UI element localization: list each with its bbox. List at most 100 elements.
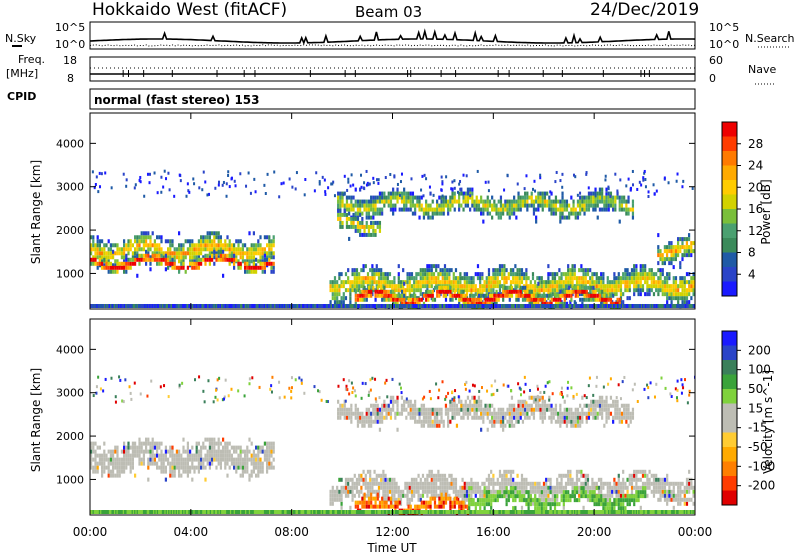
echo-cell: [164, 239, 167, 244]
echo-cell: [364, 276, 367, 281]
echo-cell: [528, 195, 531, 200]
echo-cell: [433, 285, 437, 290]
echo-cell: [162, 251, 165, 256]
echo-cell: [228, 261, 231, 266]
echo-cell: [369, 276, 372, 281]
echo-cell: [222, 247, 225, 252]
echo-cell: [125, 257, 128, 262]
echo-cell: [140, 235, 143, 240]
echo-cell: [239, 449, 242, 454]
echo-cell: [685, 272, 689, 277]
power-echo-cells: [90, 169, 695, 309]
echo-cell: [160, 304, 164, 308]
echo-cell: [261, 255, 264, 260]
echo-cell: [568, 304, 572, 308]
echo-cell: [439, 473, 442, 478]
echo-cell: [607, 199, 610, 204]
echo-cell: [580, 268, 583, 273]
echo-cell: [681, 292, 684, 297]
echo-cell: [493, 423, 496, 428]
echo-cell: [352, 212, 355, 217]
echo-cell: [428, 272, 431, 277]
echo-cell: [270, 255, 273, 260]
echo-cell: [430, 493, 433, 498]
echo-cell: [537, 207, 540, 212]
echo-cell: [382, 469, 385, 474]
echo-cell: [601, 191, 604, 196]
echo-cell: [499, 199, 503, 204]
echo-cell: [644, 280, 647, 285]
echo-cell: [450, 288, 453, 293]
echo-cell: [246, 469, 249, 474]
echo-cell: [625, 199, 628, 204]
echo-cell: [365, 407, 368, 412]
echo-cell: [550, 411, 553, 416]
echo-cell: [584, 304, 587, 308]
echo-cell: [408, 276, 411, 281]
echo-cell: [496, 272, 499, 277]
echo-cell: [228, 449, 231, 454]
echo-cell: [134, 239, 137, 244]
echo-cell: [333, 304, 336, 308]
echo-cell: [138, 457, 141, 462]
echo-cell: [603, 423, 606, 428]
echo-cell: [510, 211, 514, 216]
echo-cell: [454, 477, 458, 482]
echo-cell: [422, 215, 426, 220]
echo-cell: [116, 259, 119, 264]
echo-cell: [386, 276, 389, 281]
echo-cell: [539, 395, 542, 400]
echo-cell: [580, 276, 583, 281]
echo-cell: [411, 411, 415, 416]
echo-cell: [410, 304, 413, 308]
echo-cell: [358, 477, 361, 482]
echo-cell: [519, 289, 522, 294]
echo-cell: [387, 199, 390, 204]
echo-cell: [492, 280, 495, 285]
echo-cell: [471, 191, 474, 196]
echo-cell: [382, 304, 385, 308]
echo-cell: [109, 261, 112, 266]
echo-cell: [670, 296, 673, 301]
echo-cell: [474, 272, 477, 277]
echo-cell: [147, 253, 150, 258]
echo-cell: [408, 481, 411, 486]
echo-cell: [532, 203, 536, 208]
echo-cell: [553, 288, 557, 293]
echo-cell: [200, 457, 203, 462]
echo-cell: [191, 461, 194, 466]
echo-cell: [606, 292, 609, 297]
echo-cell: [466, 407, 470, 412]
echo-cell: [655, 288, 658, 293]
echo-cell: [164, 453, 167, 458]
echo-cell: [356, 293, 360, 298]
echo-cell: [406, 272, 409, 277]
echo-cell: [339, 216, 342, 221]
echo-cell: [629, 419, 632, 424]
echo-cell: [579, 285, 582, 290]
echo-cell: [563, 415, 566, 420]
echo-cell: [91, 170, 94, 174]
echo-cell: [513, 415, 516, 420]
echo-cell: [208, 239, 211, 244]
echo-cell: [602, 276, 605, 281]
echo-cell: [559, 301, 562, 306]
echo-cell: [392, 195, 395, 200]
echo-cell: [429, 215, 432, 220]
echo-cell: [542, 280, 546, 285]
echo-cell: [508, 403, 511, 408]
noise-right-tick-bottom: 10^0: [709, 38, 739, 51]
echo-cell: [340, 497, 343, 502]
echo-cell: [361, 199, 364, 204]
echo-cell: [517, 199, 520, 204]
echo-cell: [206, 193, 209, 197]
echo-cell: [584, 280, 587, 285]
echo-cell: [598, 407, 602, 412]
echo-cell: [443, 485, 447, 490]
echo-cell: [173, 247, 176, 252]
echo-cell: [219, 235, 222, 240]
echo-cell: [556, 304, 559, 308]
echo-cell: [96, 465, 99, 470]
echo-cell: [96, 265, 99, 270]
echo-cell: [131, 261, 134, 266]
